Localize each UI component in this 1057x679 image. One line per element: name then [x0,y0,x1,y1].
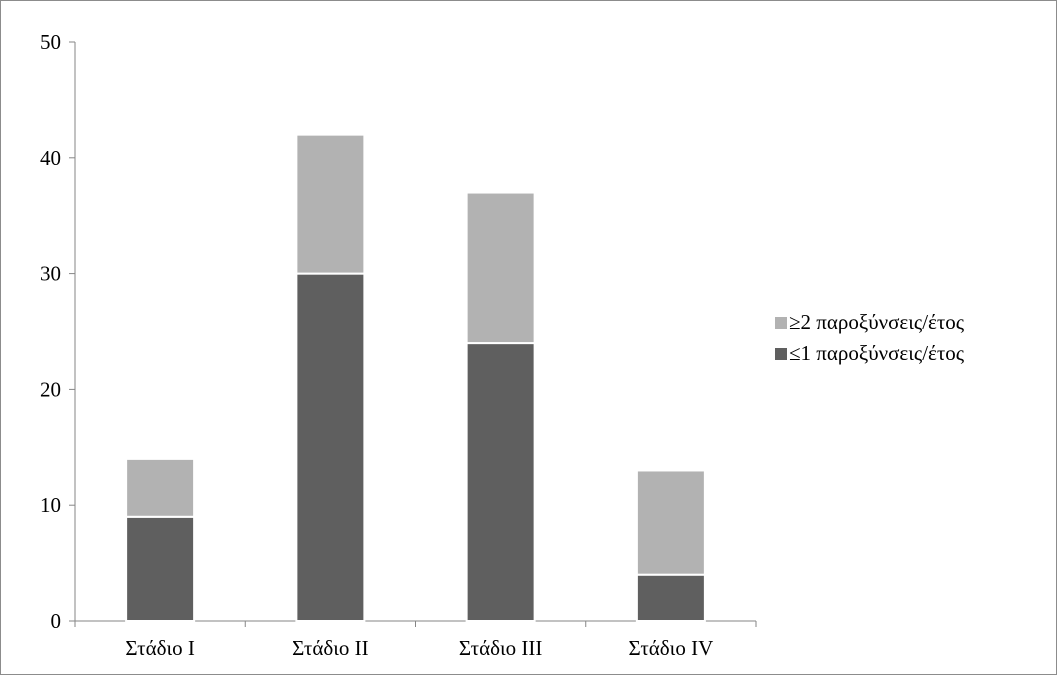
y-tick-label: 10 [40,493,61,517]
y-tick-label: 0 [51,609,62,633]
y-tick-label: 20 [40,377,61,401]
legend-swatch [775,348,787,360]
legend-item: ≤1 παροξύνσεις/έτος [775,341,965,365]
y-axis: 0 10 20 30 40 50 [40,30,76,633]
x-tick-label: Στάδιο IV [629,636,714,660]
legend: ≥2 παροξύνσεις/έτος ≤1 παροξύνσεις/έτος [775,310,965,365]
y-tick-label: 50 [40,30,61,54]
legend-item: ≥2 παροξύνσεις/έτος [775,310,965,334]
bar-segment-series-1-category-3 [635,469,706,576]
x-tick-label: Στάδιο I [125,636,195,660]
bar-segment-series-0-category-1 [295,272,366,622]
bar-segment-series-1-category-1 [295,133,366,275]
bars [125,133,706,623]
bar-segment-series-1-category-2 [465,191,536,345]
bar-segment-series-0-category-0 [125,515,196,623]
legend-label: ≤1 παροξύνσεις/έτος [789,341,965,365]
x-tick-label: Στάδιο II [292,636,369,660]
x-axis: Στάδιο I Στάδιο II Στάδιο III Στάδιο IV [74,620,757,660]
x-tick-label: Στάδιο III [459,636,543,660]
y-tick-label: 40 [40,146,61,170]
bar-segment-series-0-category-3 [635,573,706,622]
legend-swatch [775,317,787,329]
bar-segment-series-0-category-2 [465,342,536,622]
bar-segment-series-1-category-0 [125,457,196,518]
y-tick-label: 30 [40,262,61,286]
legend-label: ≥2 παροξύνσεις/έτος [789,310,965,334]
